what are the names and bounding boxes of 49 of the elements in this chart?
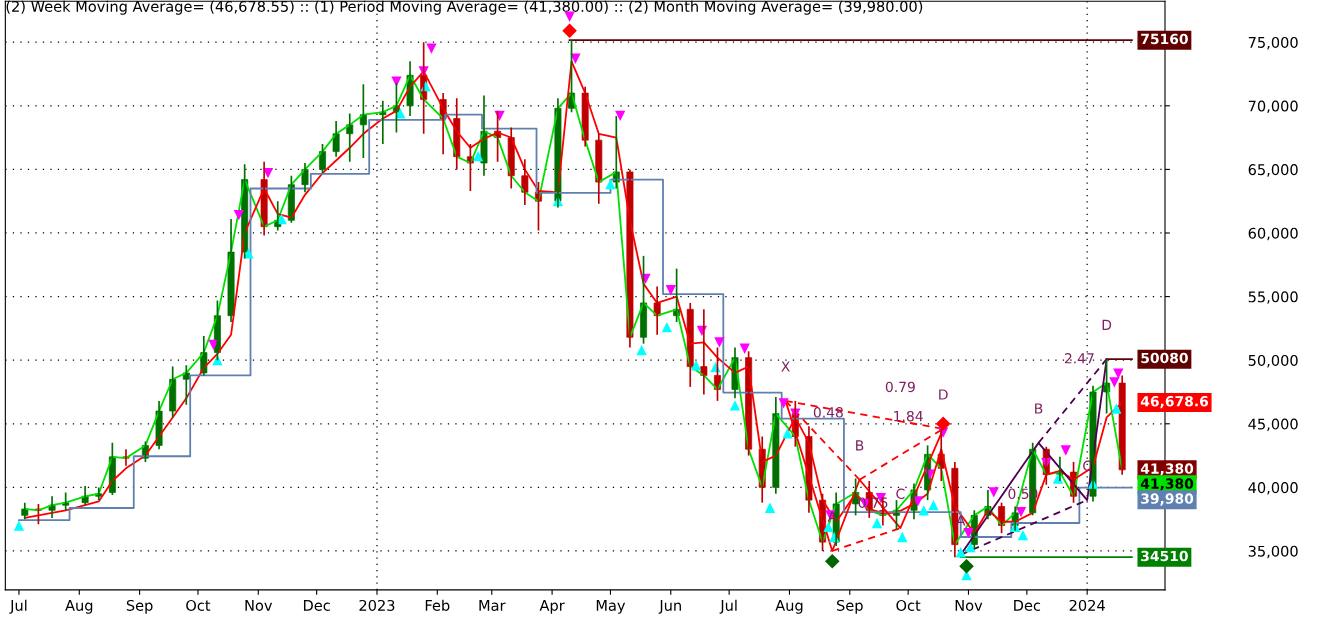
x-tick-label: Jun bbox=[658, 600, 681, 614]
x-tick-label: Sep bbox=[126, 599, 153, 614]
annotation: B bbox=[856, 440, 864, 451]
annotation: 41,380 bbox=[1140, 478, 1194, 491]
annotation: A bbox=[956, 515, 966, 526]
annotation: 50080 bbox=[1141, 352, 1188, 364]
x-tick-label: 2024 bbox=[1069, 599, 1105, 611]
y-tick-label: 45,000 bbox=[1248, 418, 1298, 432]
x-tick-label: Jul bbox=[719, 599, 737, 614]
y-tick-label: 75,000 bbox=[1248, 36, 1298, 50]
annotation: D bbox=[939, 389, 948, 400]
x-tick-label: Nov bbox=[955, 600, 983, 611]
x-tick-label: Apr bbox=[539, 600, 565, 614]
annotation: 0.79 bbox=[885, 381, 915, 393]
x-tick-label: Aug bbox=[65, 600, 93, 614]
x-tick-label: Aug bbox=[775, 600, 803, 614]
y-tick-label: 40,000 bbox=[1248, 482, 1298, 495]
annotation: 0.48 bbox=[813, 407, 843, 418]
annotation: 1.84 bbox=[894, 410, 923, 422]
annotation: X bbox=[781, 361, 790, 372]
y-tick-label: 60,000 bbox=[1248, 227, 1298, 241]
x-tick-label: 2023 bbox=[359, 599, 395, 611]
x-tick-label: Nov bbox=[245, 600, 273, 611]
annotation: C bbox=[896, 488, 905, 500]
annotation: 2.47 bbox=[1064, 353, 1094, 364]
x-tick-label: Dec bbox=[303, 600, 330, 611]
y-tick-label: 70,000 bbox=[1248, 100, 1298, 114]
x-tick-label: Jul bbox=[9, 599, 27, 614]
y-tick-label: 65,000 bbox=[1248, 164, 1298, 177]
x-tick-label: Oct bbox=[896, 599, 921, 611]
x-tick-label: Oct bbox=[186, 599, 211, 611]
annotation: D bbox=[1102, 319, 1112, 330]
x-tick-label: Dec bbox=[1014, 600, 1041, 611]
annotation: A bbox=[827, 511, 837, 522]
annotation: 46,678.6 bbox=[1140, 395, 1209, 409]
annotation: B bbox=[1035, 403, 1043, 414]
x-tick-label: May bbox=[596, 600, 626, 614]
annotation: 75160 bbox=[1141, 33, 1188, 45]
x-tick-label: Mar bbox=[479, 600, 506, 611]
x-tick-label: Feb bbox=[425, 599, 450, 611]
annotation: 41,380 bbox=[1140, 463, 1194, 476]
annotation: 39,980 bbox=[1141, 493, 1194, 506]
y-tick-label: 55,000 bbox=[1248, 291, 1298, 304]
annotation: 34510 bbox=[1141, 550, 1188, 562]
y-tick-label: 50,000 bbox=[1248, 354, 1298, 368]
x-tick-label: Sep bbox=[837, 599, 863, 614]
annotation: 0.75 bbox=[858, 497, 888, 508]
chart-title: (2) Week Moving Average= (46,678.55) :: (1) Period Moving Average= (41,380.00) :: (2) Month Moving Average= (39,980.00) bbox=[6, 0, 923, 15]
y-tick-label: 35,000 bbox=[1248, 545, 1298, 559]
